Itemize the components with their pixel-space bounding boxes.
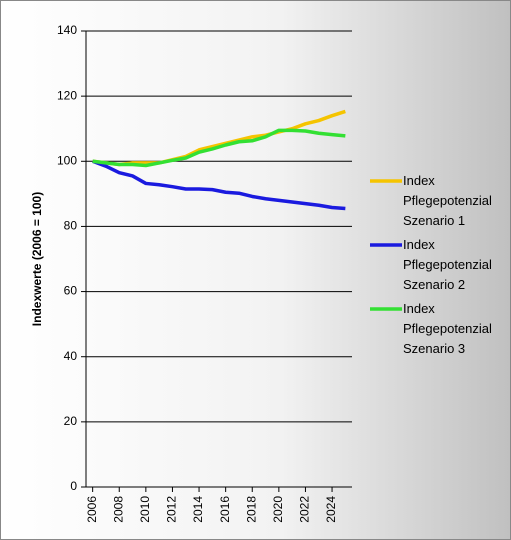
x-tick-label: 2014: [191, 496, 205, 523]
legend-label: Index Pflegepotenzial Szenario 1: [403, 173, 492, 228]
x-tick-label: 2022: [298, 496, 312, 523]
y-axis-title: Indexwerte (2006 = 100): [30, 192, 44, 326]
x-tick-label: 2012: [165, 496, 179, 523]
x-tick-label: 2024: [324, 496, 338, 523]
y-tick-label: 0: [70, 479, 77, 493]
x-tick-label: 2006: [85, 496, 99, 523]
line-series: [92, 159, 346, 211]
y-tick-label: 100: [57, 153, 77, 167]
x-tick-label: 2016: [218, 496, 232, 523]
y-tick-label: 40: [64, 349, 78, 363]
legend-label: Index Pflegepotenzial Szenario 3: [403, 301, 492, 356]
line-series: [92, 128, 346, 168]
x-tick-label: 2008: [111, 496, 125, 523]
x-tick-label: 2010: [138, 496, 152, 523]
y-tick-label: 140: [57, 23, 77, 37]
y-tick-label: 60: [64, 284, 78, 298]
y-tick-label: 80: [64, 219, 78, 233]
x-tick-label: 2020: [271, 496, 285, 523]
legend-label: Index Pflegepotenzial Szenario 2: [403, 237, 492, 292]
x-tick-label: 2018: [244, 496, 258, 523]
y-tick-label: 20: [64, 414, 78, 428]
line-series: [92, 109, 346, 167]
y-tick-label: 120: [57, 88, 77, 102]
